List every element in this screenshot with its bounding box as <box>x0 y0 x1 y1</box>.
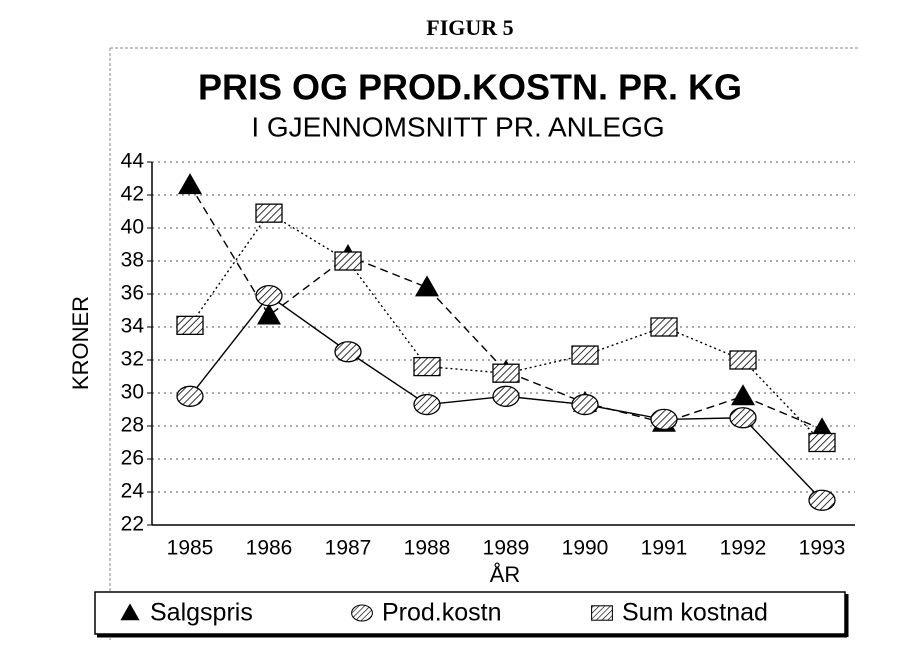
series-line <box>189 184 823 430</box>
y-tick-label: 42 <box>121 183 144 206</box>
x-tick-label: 1988 <box>404 537 451 560</box>
y-tick-label: 34 <box>121 315 145 338</box>
legend-box <box>94 591 846 635</box>
data-point <box>731 384 755 406</box>
data-point <box>650 317 678 337</box>
x-tick-label: 1989 <box>483 537 530 560</box>
legend-label: Salgspris <box>150 599 253 627</box>
data-point <box>255 203 283 223</box>
y-tick-label: 32 <box>121 348 144 371</box>
x-tick-label: 1987 <box>325 537 372 560</box>
legend-marker <box>120 603 140 621</box>
chart-subtitle: I GJENNOMSNITT PR. ANLEGG <box>251 111 664 142</box>
data-point <box>729 407 757 429</box>
x-tick-label: 1986 <box>246 537 293 560</box>
data-point <box>492 363 520 383</box>
data-point <box>176 315 204 336</box>
x-tick-label: 1993 <box>799 537 846 560</box>
y-tick-label: 26 <box>121 447 144 470</box>
x-tick-label: 1991 <box>641 537 688 560</box>
legend-marker <box>351 604 373 622</box>
data-point <box>571 345 599 365</box>
y-tick-label: 22 <box>121 513 144 536</box>
data-point <box>492 385 520 407</box>
y-tick-label: 38 <box>121 249 144 272</box>
x-tick-label: 1985 <box>167 537 214 560</box>
chart-title: PRIS OG PROD.KOSTN. PR. KG <box>198 67 742 108</box>
data-point <box>571 393 599 416</box>
y-tick-label: 30 <box>121 381 144 404</box>
data-point <box>334 251 362 271</box>
data-point <box>808 489 836 511</box>
data-point <box>413 356 441 377</box>
data-point <box>178 173 202 195</box>
x-tick-label: 1990 <box>562 537 609 560</box>
legend-label: Prod.kostn <box>382 599 502 627</box>
x-tick-label: 1992 <box>720 537 767 560</box>
data-point <box>176 385 204 407</box>
data-point <box>729 350 757 370</box>
y-tick-label: 40 <box>121 216 144 239</box>
data-point <box>808 432 836 453</box>
data-point <box>334 341 362 363</box>
x-axis-label: ÅR <box>490 562 521 587</box>
legend-label: Sum kostnad <box>622 599 768 627</box>
data-point <box>257 303 281 325</box>
y-axis-label: KRONER <box>68 296 93 390</box>
series-line <box>189 212 823 443</box>
data-point <box>415 275 439 297</box>
data-point <box>255 284 283 307</box>
y-tick-label: 44 <box>121 150 145 173</box>
y-tick-label: 28 <box>121 414 144 437</box>
data-point <box>650 408 678 431</box>
legend-marker <box>591 605 613 621</box>
y-tick-label: 24 <box>121 480 145 503</box>
data-point <box>413 393 441 416</box>
y-tick-label: 36 <box>121 282 144 305</box>
figure-header: FIGUR 5 <box>426 15 513 40</box>
